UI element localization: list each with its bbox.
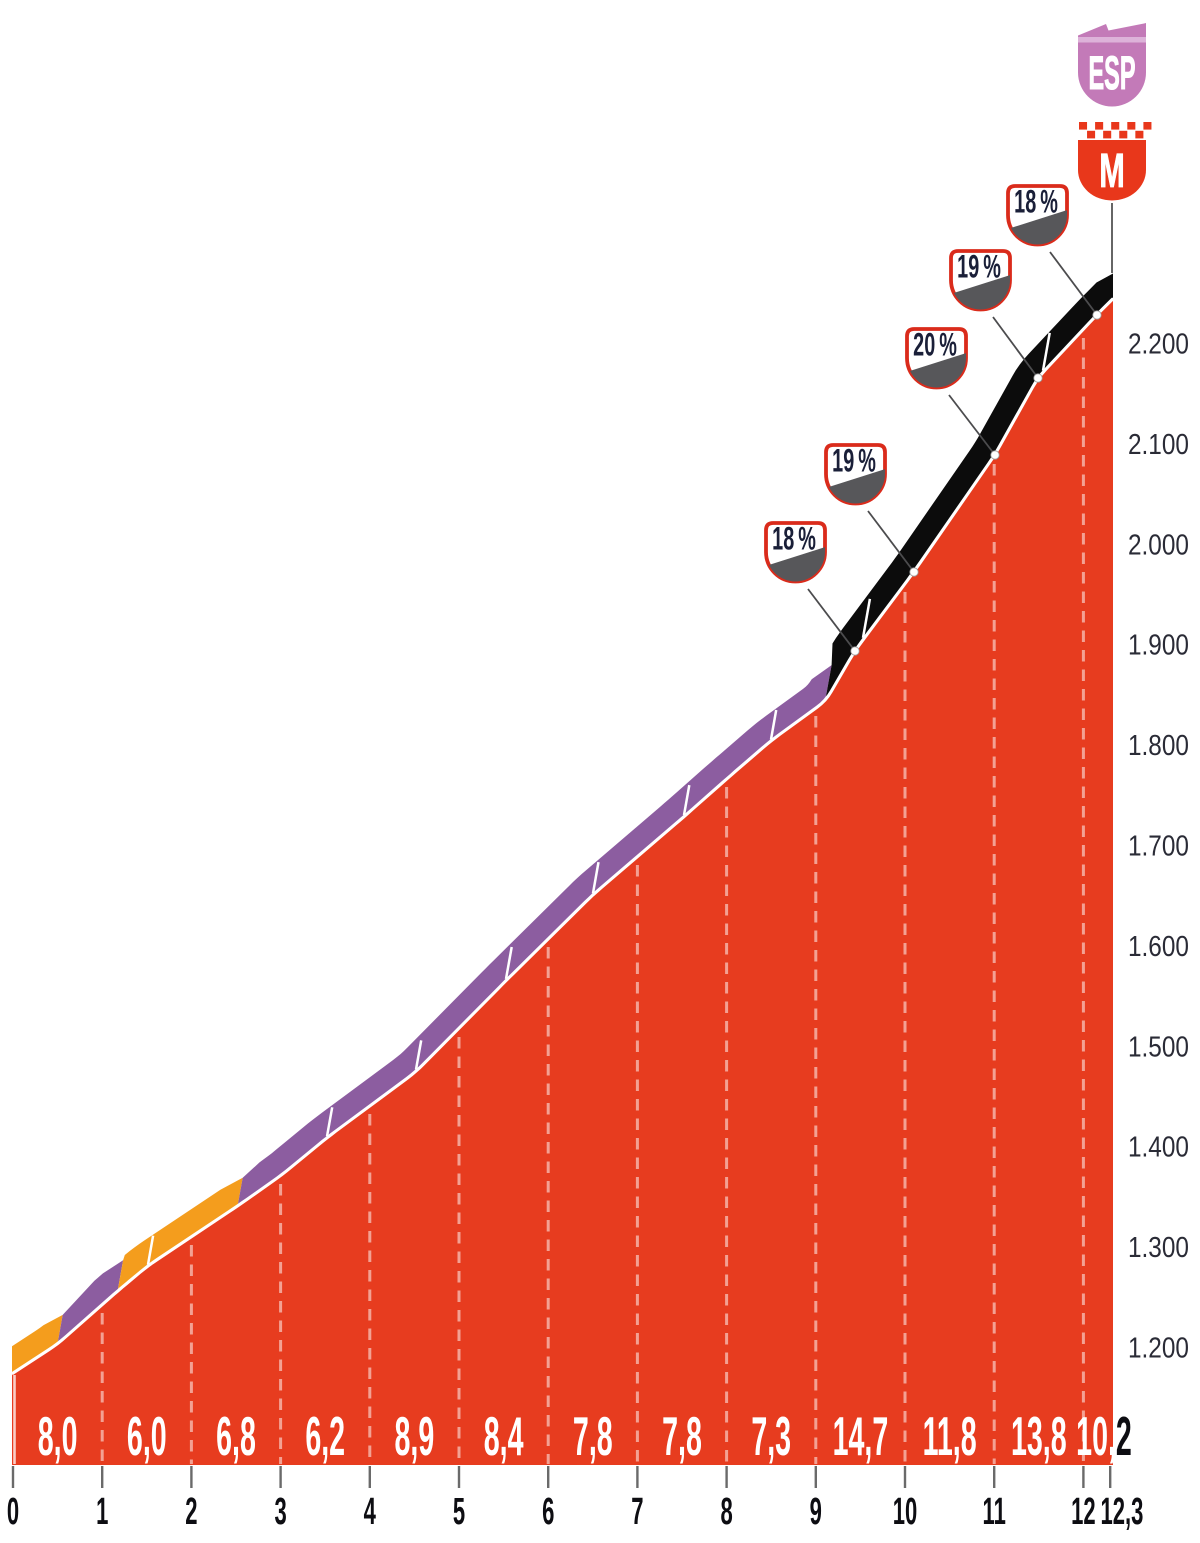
svg-text:1.400: 1.400 (1128, 1131, 1189, 1163)
svg-text:1.200: 1.200 (1128, 1332, 1189, 1364)
svg-text:12,3: 12,3 (1101, 1490, 1144, 1533)
svg-text:12: 12 (1071, 1490, 1096, 1533)
svg-text:7,8: 7,8 (573, 1406, 613, 1467)
svg-text:13,8: 13,8 (1011, 1406, 1067, 1467)
svg-text:4: 4 (364, 1490, 377, 1533)
svg-text:1.300: 1.300 (1128, 1231, 1189, 1263)
svg-text:8,4: 8,4 (484, 1406, 524, 1467)
svg-text:18 %: 18 % (772, 521, 816, 557)
svg-text:1: 1 (96, 1490, 108, 1533)
svg-text:2.100: 2.100 (1128, 428, 1189, 460)
svg-text:6,8: 6,8 (216, 1406, 256, 1467)
svg-text:10,2: 10,2 (1076, 1406, 1132, 1467)
svg-text:ESP: ESP (1088, 46, 1135, 99)
svg-text:9: 9 (810, 1490, 822, 1533)
svg-text:20 %: 20 % (913, 327, 957, 363)
svg-text:18 %: 18 % (1014, 184, 1058, 220)
svg-text:1.500: 1.500 (1128, 1030, 1189, 1062)
svg-text:11: 11 (983, 1490, 1006, 1533)
svg-text:19 %: 19 % (832, 443, 876, 479)
svg-text:7,3: 7,3 (751, 1406, 791, 1467)
svg-text:0: 0 (7, 1490, 19, 1533)
svg-text:2.200: 2.200 (1128, 328, 1189, 360)
svg-text:8,9: 8,9 (395, 1406, 435, 1467)
svg-text:14,7: 14,7 (833, 1406, 889, 1467)
svg-text:2.000: 2.000 (1128, 528, 1189, 560)
svg-text:10,2: 10,2 (1076, 1406, 1132, 1467)
svg-text:1.800: 1.800 (1128, 729, 1189, 761)
svg-text:7: 7 (631, 1490, 643, 1533)
svg-text:11,8: 11,8 (923, 1406, 977, 1467)
svg-text:1.700: 1.700 (1128, 830, 1189, 862)
svg-text:19 %: 19 % (957, 249, 1001, 285)
svg-text:8,0: 8,0 (38, 1406, 78, 1467)
svg-text:2: 2 (185, 1490, 197, 1533)
svg-text:10: 10 (893, 1490, 918, 1533)
svg-text:5: 5 (453, 1490, 465, 1533)
svg-text:6,2: 6,2 (305, 1406, 345, 1467)
svg-text:M: M (1099, 144, 1125, 198)
svg-text:6,0: 6,0 (127, 1406, 167, 1467)
svg-text:3: 3 (274, 1490, 286, 1533)
svg-text:7,8: 7,8 (662, 1406, 702, 1467)
svg-text:8: 8 (720, 1490, 732, 1533)
svg-text:1.900: 1.900 (1128, 629, 1189, 661)
svg-text:1.600: 1.600 (1128, 930, 1189, 962)
svg-text:6: 6 (542, 1490, 554, 1533)
